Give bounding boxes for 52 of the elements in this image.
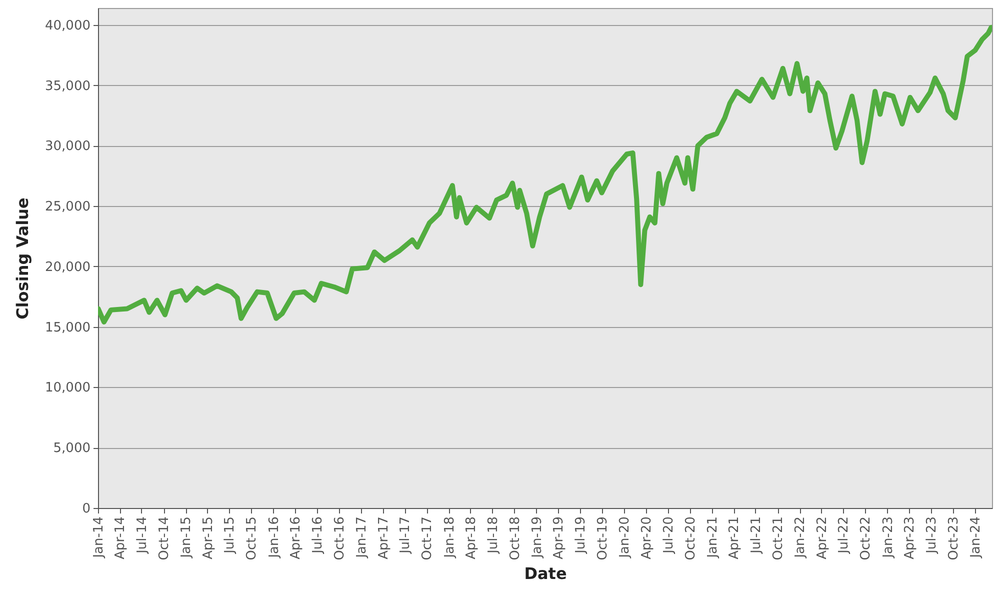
x-tick-label: Apr-20 [639,516,654,560]
x-tick-label: Apr-18 [464,516,479,560]
x-tick-label: Oct-15 [244,516,260,560]
x-tick-label: Oct-21 [771,516,786,560]
x-tick-label: Oct-18 [508,516,523,560]
y-tick-label: 0 [82,502,90,516]
x-tick-label: Jul-16 [310,516,326,554]
x-tick-label: Jul-14 [134,516,150,554]
x-tick-label: Jul-17 [398,516,414,554]
x-tick-label: Apr-23 [902,516,918,560]
x-tick-label: Oct-16 [332,516,348,560]
x-tick-label: Jan-16 [266,516,282,559]
x-tick-label: Jan-15 [179,516,194,559]
x-tick-label: Jan-18 [442,516,458,559]
x-tick-label: Jul-23 [924,516,940,554]
x-tick-label: Jul-18 [486,516,501,554]
x-tick-label: Apr-22 [814,516,830,560]
y-axis-title: Closing Value [13,198,32,320]
y-tick-label: 15,000 [45,320,90,336]
x-tick-label: Jan-14 [92,516,106,559]
x-axis-title: Date [524,564,567,584]
x-tick-label: Oct-17 [420,516,436,560]
x-tick-label: Jan-17 [354,516,370,559]
x-tick-label: Jul-19 [573,516,588,554]
x-tick-label: Jul-22 [836,516,852,554]
x-tick-label: Apr-17 [376,516,392,560]
x-tick-label: Oct-14 [157,516,172,560]
x-tick-label: Apr-15 [200,516,216,560]
y-tick-label: 30,000 [45,139,90,154]
x-tick-label: Apr-16 [288,516,304,560]
y-tick-label: 10,000 [45,380,90,396]
x-tick-label: Jan-24 [968,516,984,559]
x-tick-label: Jul-20 [661,516,676,554]
x-tick-label: Apr-21 [727,516,742,560]
x-tick-label: Jan-23 [880,516,896,559]
x-tick-label: Oct-22 [858,516,874,560]
x-tick-label: Oct-19 [596,516,611,560]
x-tick-label: Jan-22 [793,516,808,559]
x-tick-label: Jul-21 [748,516,764,554]
y-tick-label: 5,000 [53,441,90,456]
x-tick-label: Apr-14 [113,516,128,560]
y-tick-label: 25,000 [45,200,90,215]
x-tick-label: Jul-15 [222,516,238,554]
y-tick-label: 40,000 [45,18,90,34]
x-tick-label: Jan-19 [530,516,545,559]
x-tick-label: Oct-23 [946,516,962,560]
x-tick-label: Apr-19 [552,516,567,560]
x-tick-label: Jan-20 [618,516,633,559]
y-tick-label: 20,000 [45,260,90,275]
y-tick-label: 35,000 [45,78,90,94]
x-tick-label: Oct-20 [683,516,698,560]
x-tick-label: Jan-21 [706,516,721,559]
